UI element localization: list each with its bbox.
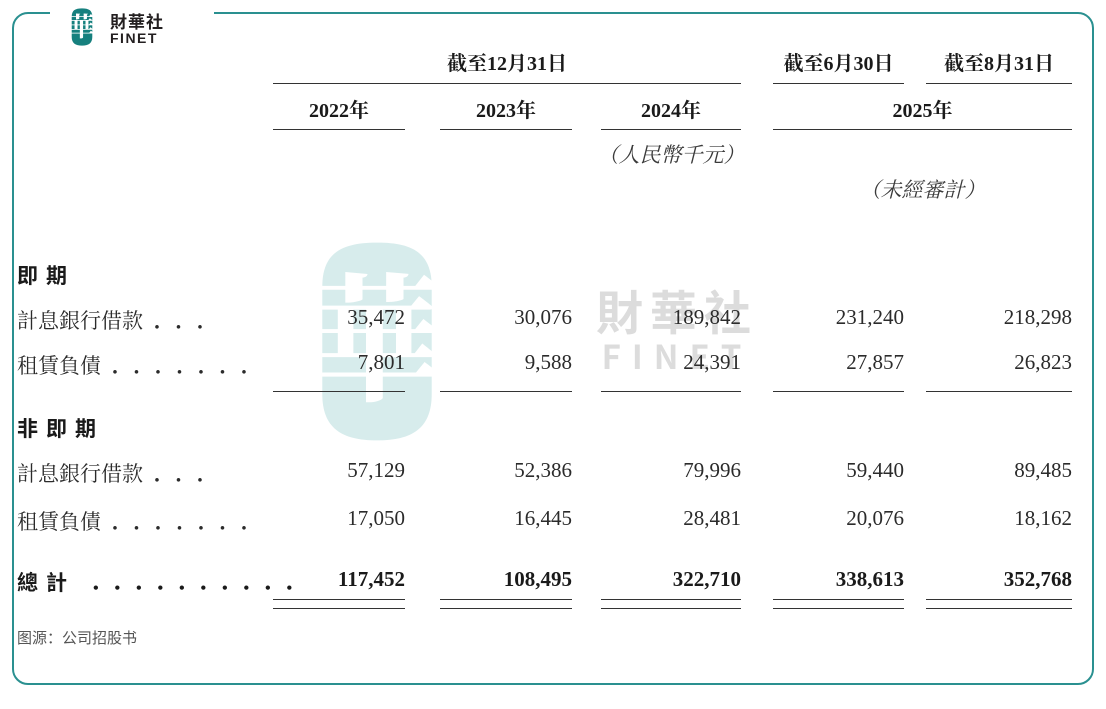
svg-text:華: 華 xyxy=(69,7,95,44)
